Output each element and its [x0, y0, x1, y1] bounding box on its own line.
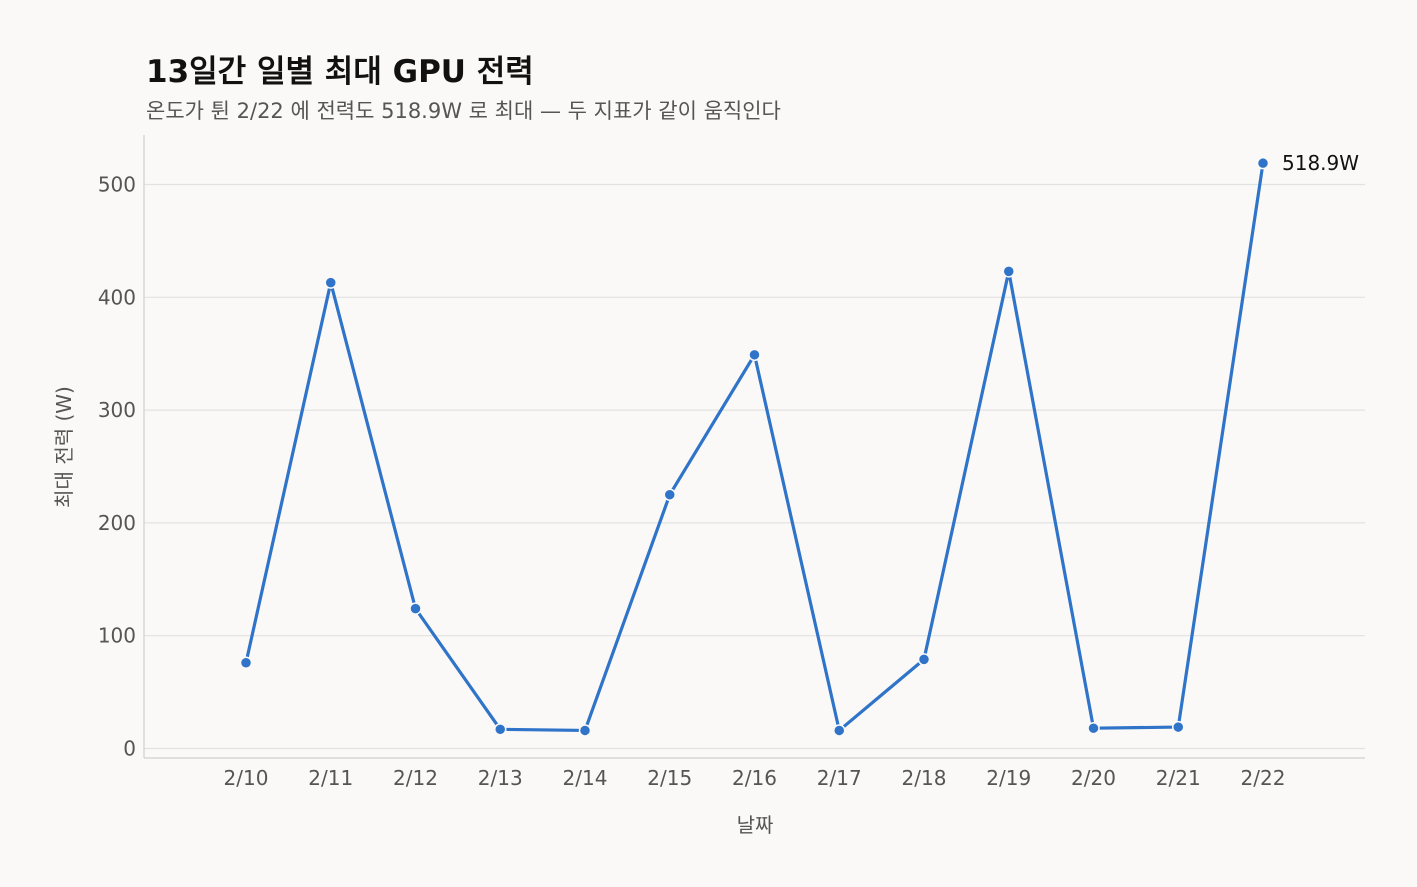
x-tick-label: 2/20: [1071, 766, 1116, 790]
x-tick-label: 2/12: [393, 766, 438, 790]
x-tick-label: 2/18: [902, 766, 947, 790]
data-point: [833, 724, 846, 737]
series-line: [244, 161, 1265, 733]
data-point: [324, 276, 337, 289]
x-tick-label: 2/14: [563, 766, 608, 790]
x-tick-label: 2/17: [817, 766, 862, 790]
x-tick-label: 2/11: [308, 766, 353, 790]
data-point: [1172, 720, 1185, 734]
data-point: [1256, 156, 1270, 170]
data-point: [494, 723, 507, 736]
y-tick-label: 500: [98, 173, 136, 197]
series: [244, 161, 1265, 733]
gridlines: [144, 183, 1365, 750]
data-point: [578, 724, 592, 737]
x-tick-labels: 2/10 2/11 2/12 2/13 2/14 2/15 2/16 2/17 2/18 2/19…: [224, 766, 1286, 790]
axes: [143, 135, 1365, 759]
data-labels: 518.9W: [1282, 151, 1359, 175]
y-tick-label: 0: [123, 737, 136, 761]
x-tick-label: 2/22: [1241, 766, 1286, 790]
data-point: [1087, 721, 1100, 735]
y-tick-labels: 0 100 200 300 400 500: [98, 173, 136, 761]
x-axis-title: 날짜: [737, 813, 774, 837]
x-tick-label: 2/15: [647, 766, 692, 790]
chart-title: 13일간 일별 최대 GPU 전력: [146, 54, 534, 90]
data-point: [748, 348, 761, 362]
data-point: [663, 488, 676, 501]
x-tick-label: 2/13: [478, 766, 523, 790]
data-point: [409, 602, 422, 615]
y-axis-title: 최대 전력 (W): [52, 386, 76, 508]
x-tick-label: 2/10: [224, 766, 269, 790]
y-tick-label: 400: [98, 285, 136, 309]
data-point: [917, 653, 931, 666]
x-tick-label: 2/21: [1156, 766, 1201, 790]
data-point: [1002, 265, 1015, 278]
x-tick-label: 2/19: [986, 766, 1031, 790]
y-tick-label: 300: [98, 398, 136, 422]
y-tick-label: 100: [98, 624, 136, 648]
chart-subtitle: 온도가 튄 2/22 에 전력도 518.9W 로 최대 — 두 지표가 같이 …: [146, 99, 781, 123]
data-point: [239, 656, 253, 670]
x-tick-label: 2/16: [732, 766, 777, 790]
data-label: 518.9W: [1282, 151, 1359, 175]
data-points: [239, 156, 1270, 737]
y-tick-label: 200: [98, 511, 136, 535]
